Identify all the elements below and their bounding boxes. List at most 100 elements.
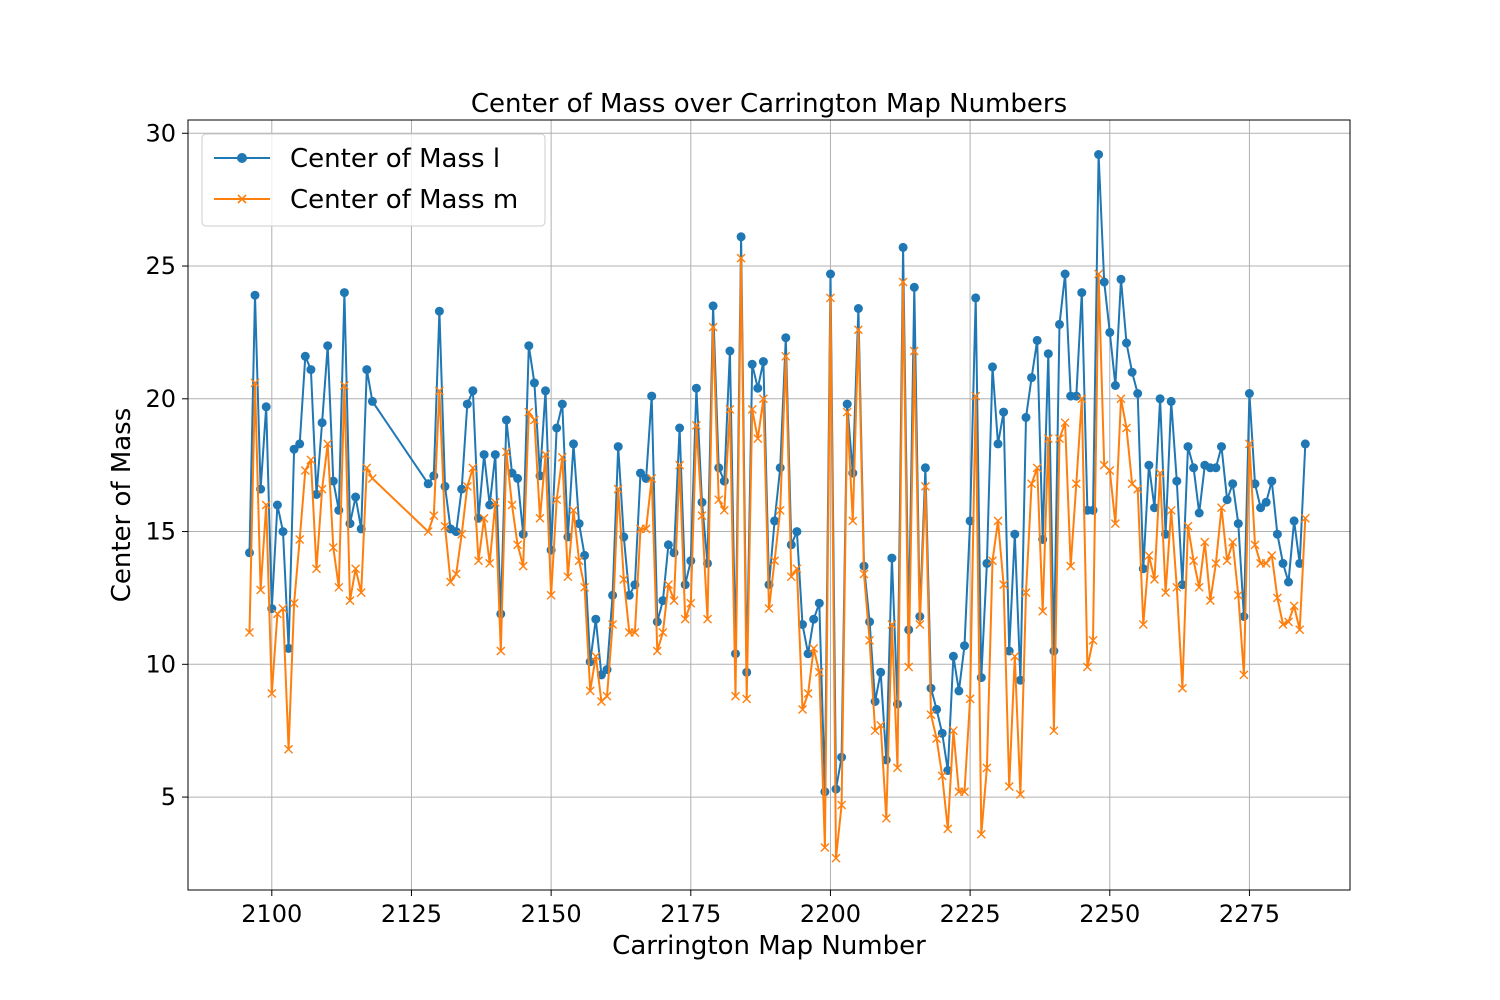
data-point — [1244, 389, 1254, 398]
data-point — [613, 484, 623, 494]
data-point — [1055, 434, 1064, 444]
legend-marker-x-icon — [237, 194, 247, 204]
data-point — [820, 843, 830, 853]
data-point — [524, 341, 534, 351]
data-point — [1200, 537, 1210, 547]
data-point — [809, 643, 819, 653]
data-point — [887, 619, 897, 629]
data-point — [541, 450, 551, 460]
data-point — [1133, 484, 1143, 494]
x-tick-label: 2225 — [940, 900, 1001, 928]
legend: Center of Mass l Center of Mass m — [201, 133, 546, 227]
data-point — [853, 304, 863, 313]
data-point — [758, 357, 768, 367]
data-point — [675, 460, 685, 470]
data-point — [1267, 550, 1277, 560]
data-point — [1289, 516, 1299, 526]
data-point — [485, 500, 495, 510]
data-point — [245, 548, 254, 558]
data-point — [1272, 593, 1282, 603]
data-point — [658, 596, 668, 606]
data-point — [261, 500, 271, 510]
data-point — [462, 481, 472, 491]
data-point — [1094, 150, 1104, 159]
data-point — [541, 386, 550, 396]
data-point — [613, 442, 623, 452]
data-point — [1278, 619, 1288, 629]
data-point — [1038, 606, 1048, 616]
data-point — [367, 473, 377, 483]
data-point — [507, 500, 517, 510]
data-point — [1189, 463, 1199, 473]
x-tick-label: 2250 — [1079, 900, 1140, 928]
x-tick-label: 2175 — [660, 900, 721, 928]
data-point — [490, 450, 500, 460]
data-point — [317, 484, 327, 494]
data-point — [636, 468, 645, 478]
data-point — [781, 333, 791, 343]
data-point — [624, 590, 634, 600]
data-point — [971, 293, 981, 303]
data-point — [1233, 519, 1243, 529]
data-point — [284, 744, 294, 754]
data-point — [909, 282, 919, 292]
data-point — [362, 365, 372, 375]
data-point — [652, 646, 662, 656]
data-point — [446, 577, 456, 587]
data-point — [451, 527, 461, 537]
data-point — [267, 689, 277, 699]
x-tick-label: 2125 — [381, 900, 442, 928]
data-point — [764, 604, 774, 614]
data-point — [730, 691, 740, 701]
plot-series — [244, 150, 1310, 863]
data-point — [429, 471, 439, 481]
data-point — [474, 556, 483, 566]
data-point — [602, 691, 612, 701]
data-point — [1043, 434, 1053, 444]
data-point — [675, 423, 685, 433]
data-point — [803, 689, 813, 699]
data-point — [1138, 619, 1148, 629]
data-point — [323, 341, 333, 351]
data-point — [278, 604, 288, 614]
legend-label-m: Center of Mass m — [290, 185, 518, 215]
data-point — [1284, 617, 1294, 627]
data-point — [272, 500, 282, 510]
data-point — [1088, 505, 1098, 515]
data-point — [552, 423, 562, 433]
data-point — [826, 269, 835, 279]
data-point — [563, 572, 573, 582]
y-tick-label: 5 — [161, 783, 176, 811]
data-point — [898, 242, 908, 252]
data-point — [1049, 726, 1059, 736]
data-point — [1110, 381, 1120, 390]
legend-label-l: Center of Mass l — [290, 144, 500, 174]
data-point — [1222, 495, 1232, 505]
data-point — [557, 399, 567, 409]
data-point — [1155, 468, 1165, 478]
data-point — [580, 582, 590, 592]
data-point — [669, 548, 679, 558]
data-point — [658, 627, 668, 637]
data-point — [915, 619, 925, 629]
data-point — [920, 481, 930, 491]
data-point — [1122, 423, 1132, 433]
data-point — [937, 771, 947, 781]
data-point — [770, 516, 780, 526]
data-point — [1105, 327, 1115, 337]
data-point — [334, 582, 344, 592]
data-point — [753, 434, 763, 444]
data-point — [663, 540, 673, 550]
data-point — [323, 439, 333, 449]
data-point — [725, 346, 735, 356]
data-point — [1233, 590, 1243, 600]
data-point — [1133, 389, 1143, 398]
data-point — [479, 513, 489, 523]
data-point — [1239, 670, 1249, 680]
data-point — [250, 290, 260, 300]
data-point — [865, 617, 875, 627]
data-point — [440, 481, 450, 491]
data-point — [680, 614, 690, 624]
data-point — [770, 556, 780, 566]
data-point — [708, 322, 718, 332]
